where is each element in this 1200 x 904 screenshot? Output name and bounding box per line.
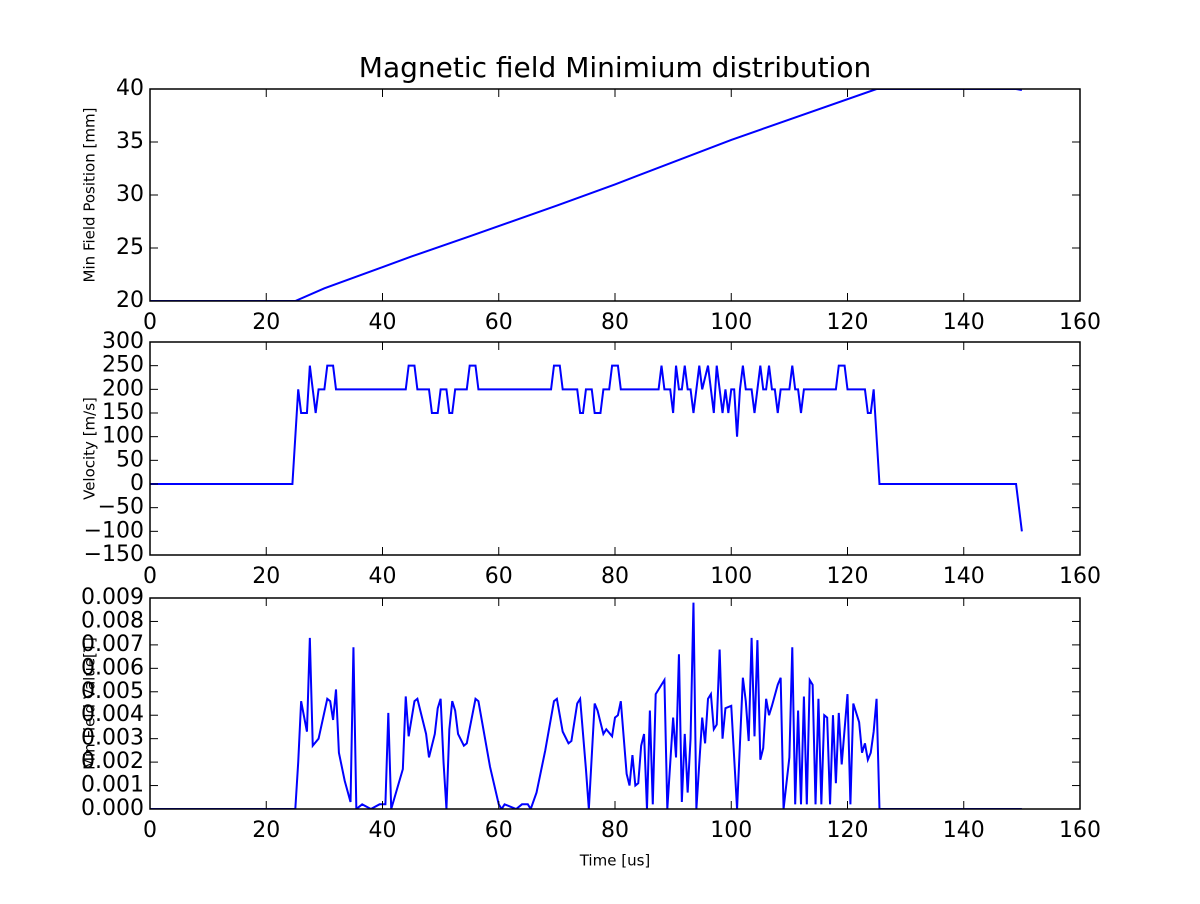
y-tick-label: 300 (102, 329, 144, 354)
x-tick-label: 80 (601, 818, 629, 843)
x-tick-label: 60 (485, 564, 513, 589)
y-tick-label: 150 (102, 400, 144, 425)
y-tick-label: 100 (102, 424, 144, 449)
x-tick-label: 40 (369, 310, 397, 335)
y-tick-label: 200 (102, 376, 144, 401)
subplot: 0 20 40 60 80 100 120 140 1600.0000.0010.0020.00… (81, 585, 1102, 870)
y-tick-label: 25 (116, 235, 144, 260)
plot-frame (149, 597, 1081, 810)
x-tick-label: 100 (710, 564, 752, 589)
y-tick-label: 250 (102, 353, 144, 378)
y-tick-label: −50 (98, 495, 144, 520)
x-tick-label: 20 (252, 310, 280, 335)
x-tick-label: 120 (827, 818, 869, 843)
subplot: 0 20 40 60 80 100 120 140 160−150−100−5005010015… (81, 329, 1102, 589)
x-tick-label: 0 (143, 310, 157, 335)
y-tick-label: 0 (130, 471, 144, 496)
x-tick-label: 140 (943, 564, 985, 589)
x-tick-label: 160 (1059, 310, 1101, 335)
x-tick-label: 20 (252, 564, 280, 589)
plot-frame (149, 341, 1081, 556)
x-tick-label: 100 (710, 310, 752, 335)
y-tick-label: 0.004 (81, 702, 144, 727)
y-tick-label: 0.006 (81, 655, 144, 680)
x-tick-label: 0 (143, 818, 157, 843)
subplot: 0 20 40 60 80 100 120 140 1602025303540Magnetic … (81, 51, 1102, 335)
x-tick-label: 60 (485, 818, 513, 843)
y-tick-label: −100 (84, 518, 144, 543)
y-tick-label: 30 (116, 182, 144, 207)
plot-frame (149, 88, 1081, 302)
x-tick-label: 140 (943, 310, 985, 335)
chart-title: Magnetic field Minimium distribution (359, 51, 871, 84)
y-tick-label: 50 (116, 447, 144, 472)
x-tick-label: 80 (601, 564, 629, 589)
x-tick-label: 120 (827, 564, 869, 589)
x-tick-label: 40 (369, 818, 397, 843)
y-tick-label: −150 (84, 542, 144, 567)
y-tick-label: 35 (116, 129, 144, 154)
x-tick-label: 40 (369, 564, 397, 589)
y-tick-label: 0.002 (81, 749, 144, 774)
x-tick-label: 160 (1059, 564, 1101, 589)
y-tick-label: 0.003 (81, 726, 144, 751)
data-line (150, 364, 1023, 532)
x-tick-label: 100 (710, 818, 752, 843)
y-axis-label: Min Field Value[T] (81, 637, 99, 770)
y-axis-label: Min Field Position [mm] (81, 108, 99, 283)
y-tick-label: 0.007 (81, 632, 144, 657)
y-tick-label: 0.001 (81, 773, 144, 798)
y-tick-label: 0.005 (81, 679, 144, 704)
y-axis-label: Velocity [m/s] (81, 397, 99, 500)
y-tick-label: 0.000 (81, 796, 144, 821)
x-tick-label: 20 (252, 818, 280, 843)
x-tick-label: 80 (601, 310, 629, 335)
x-axis-label: Time [us] (579, 852, 651, 870)
x-tick-label: 160 (1059, 818, 1101, 843)
x-tick-label: 60 (485, 310, 513, 335)
data-line (150, 89, 1023, 301)
y-tick-label: 0.008 (81, 608, 144, 633)
data-line (150, 602, 1022, 809)
x-tick-label: 140 (943, 818, 985, 843)
x-tick-label: 0 (143, 564, 157, 589)
x-tick-label: 120 (827, 310, 869, 335)
y-tick-label: 0.009 (81, 585, 144, 610)
y-tick-label: 40 (116, 76, 144, 101)
y-tick-label: 20 (116, 288, 144, 313)
